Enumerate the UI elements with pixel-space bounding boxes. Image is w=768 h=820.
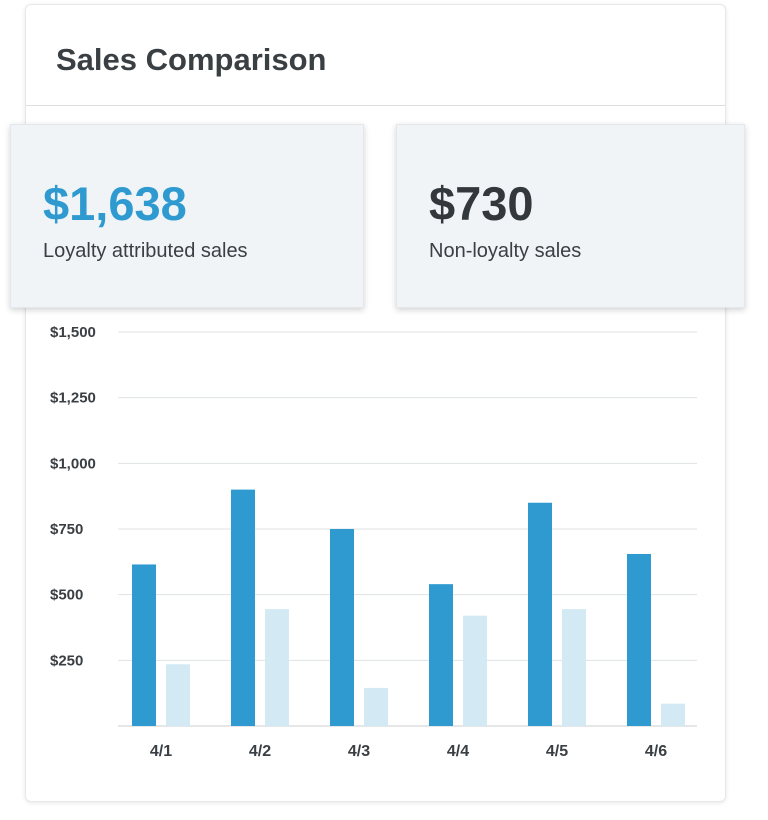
y-tick-label: $750 [50,521,83,538]
loyalty-bar [429,584,453,726]
x-tick-label: 4/1 [150,743,172,760]
x-tick-label: 4/3 [348,743,370,760]
y-tick-label: $1,250 [50,390,96,407]
loyalty-bar [627,553,651,726]
y-tick-label: $1,500 [50,324,96,341]
x-tick-label: 4/2 [249,743,271,760]
header-divider [26,105,725,106]
loyalty-sales-value: $1,638 [43,177,187,230]
non-loyalty-bar [364,687,388,726]
non-loyalty-bar [562,609,586,726]
non-loyalty-sales-label: Non-loyalty sales [429,240,582,262]
non-loyalty-bar [463,615,487,726]
loyalty-bar [132,564,156,726]
y-tick-label: $250 [50,652,83,669]
loyalty-bar [330,529,354,726]
x-tick-label: 4/6 [645,743,667,760]
loyalty-sales-stat: $1,638 Loyalty attributed sales [10,124,364,308]
non-loyalty-bar [166,664,190,726]
card-title: Sales Comparison [56,42,327,77]
non-loyalty-sales-value: $730 [429,177,534,230]
y-tick-label: $1,000 [50,455,96,472]
loyalty-bar [231,489,255,726]
y-tick-label: $500 [50,587,83,604]
non-loyalty-bar [265,609,289,726]
loyalty-bar [528,502,552,726]
x-tick-label: 4/4 [447,743,469,760]
x-tick-label: 4/5 [546,743,568,760]
non-loyalty-bar [661,703,685,726]
loyalty-sales-label: Loyalty attributed sales [43,240,248,262]
non-loyalty-sales-stat: $730 Non-loyalty sales [396,124,745,308]
